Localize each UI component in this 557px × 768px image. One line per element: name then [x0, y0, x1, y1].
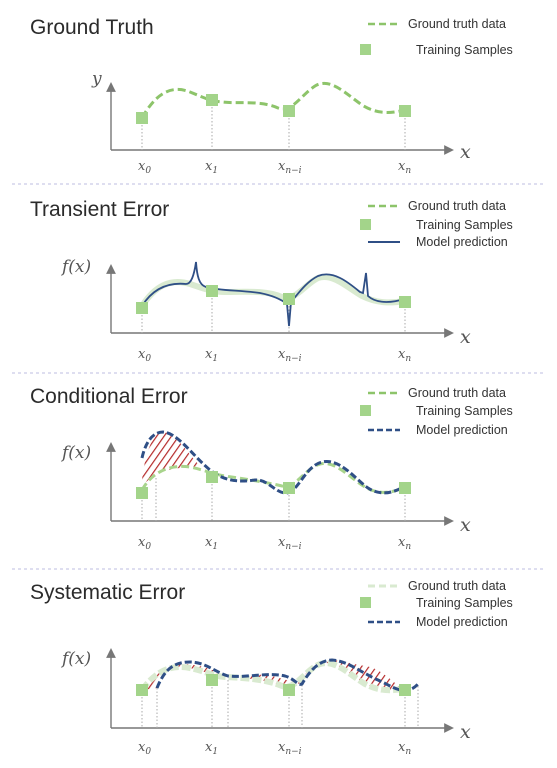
tick-xn: xn: [398, 159, 411, 176]
training-samples: [136, 94, 411, 124]
panel-systematic-error: Systematic Error Ground truth data Train…: [30, 579, 513, 757]
sample-point: [206, 471, 218, 483]
y-axis-label: y: [91, 69, 102, 89]
sample-point: [206, 674, 218, 686]
tick-x0: x0: [138, 347, 151, 364]
legend-samples-label: Training Samples: [416, 218, 513, 232]
legend-model-label: Model prediction: [416, 423, 508, 437]
drop-lines: [141, 477, 406, 521]
model-prediction-curve: [141, 261, 405, 327]
panel-title: Ground Truth: [30, 16, 154, 39]
training-samples: [136, 674, 411, 696]
error-region: [142, 432, 200, 482]
sample-point: [136, 112, 148, 124]
x-ticks: x0 x1 xn−i xn: [138, 347, 411, 364]
panel-title: Conditional Error: [30, 385, 188, 408]
legend: Ground truth data Training Samples Model…: [360, 579, 513, 629]
model-prediction-curve: [155, 658, 420, 692]
sample-point: [283, 105, 295, 117]
tick-xn: xn: [398, 740, 411, 757]
legend-samples-label: Training Samples: [416, 43, 513, 57]
sample-point: [283, 293, 295, 305]
training-samples: [136, 471, 411, 499]
tick-xni: xn−i: [278, 740, 302, 757]
x-ticks: x0 x1 xn−i xn: [138, 159, 411, 176]
x-ticks: x0 x1 xn−i xn: [138, 740, 411, 757]
panel-ground-truth: Ground Truth Ground truth data Training …: [30, 16, 513, 176]
sample-point: [399, 105, 411, 117]
panel-transient-error: Transient Error Ground truth data Traini…: [30, 198, 513, 364]
legend: Ground truth data Training Samples: [360, 17, 513, 57]
legend-samples-label: Training Samples: [416, 404, 513, 418]
tick-x1: x1: [205, 740, 218, 757]
legend-samples-label: Training Samples: [416, 596, 513, 610]
sample-point: [136, 487, 148, 499]
drop-lines: [141, 100, 406, 150]
tick-xn: xn: [398, 535, 411, 552]
x-axis-label: x: [460, 721, 471, 743]
x-axis-label: x: [460, 514, 471, 536]
legend-ground-truth-label: Ground truth data: [408, 17, 506, 31]
sample-point: [206, 94, 218, 106]
sample-point: [399, 482, 411, 494]
y-axis-label: f(x): [60, 257, 91, 277]
tick-xni: xn−i: [278, 535, 302, 552]
sample-point: [399, 296, 411, 308]
model-prediction-curve: [140, 430, 406, 495]
tick-x0: x0: [138, 535, 151, 552]
legend: Ground truth data Training Samples Model…: [360, 199, 513, 249]
panel-title: Systematic Error: [30, 581, 185, 604]
legend-sample-swatch: [360, 597, 371, 608]
sample-point: [206, 285, 218, 297]
legend-ground-truth-label: Ground truth data: [408, 386, 506, 400]
sample-point: [136, 684, 148, 696]
sample-point: [283, 482, 295, 494]
legend-model-label: Model prediction: [416, 235, 508, 249]
legend-ground-truth-label: Ground truth data: [408, 199, 506, 213]
legend-sample-swatch: [360, 44, 371, 55]
panel-conditional-error: Conditional Error Ground truth data Trai…: [30, 385, 513, 552]
legend-model-label: Model prediction: [416, 615, 508, 629]
legend-sample-swatch: [360, 219, 371, 230]
training-samples: [136, 285, 411, 314]
tick-xni: xn−i: [278, 347, 302, 364]
x-axis-label: x: [460, 141, 471, 163]
x-axis-label: x: [460, 326, 471, 348]
ground-truth-curve: [140, 81, 406, 119]
legend: Ground truth data Training Samples Model…: [360, 386, 513, 437]
tick-x1: x1: [205, 347, 218, 364]
ground-truth-curve: [140, 461, 406, 494]
legend-ground-truth-label: Ground truth data: [408, 579, 506, 593]
drop-lines: [141, 680, 419, 728]
tick-x0: x0: [138, 740, 151, 757]
ground-truth-curve: [139, 660, 406, 694]
legend-sample-swatch: [360, 405, 371, 416]
x-ticks: x0 x1 xn−i xn: [138, 535, 411, 552]
panel-title: Transient Error: [30, 198, 169, 221]
tick-x1: x1: [205, 535, 218, 552]
y-axis-label: f(x): [60, 649, 91, 669]
sample-point: [283, 684, 295, 696]
sample-point: [399, 684, 411, 696]
tick-x0: x0: [138, 159, 151, 176]
y-axis-label: f(x): [60, 443, 91, 463]
tick-xni: xn−i: [278, 159, 302, 176]
tick-xn: xn: [398, 347, 411, 364]
ground-truth-curve: [139, 274, 406, 308]
tick-x1: x1: [205, 159, 218, 176]
sample-point: [136, 302, 148, 314]
